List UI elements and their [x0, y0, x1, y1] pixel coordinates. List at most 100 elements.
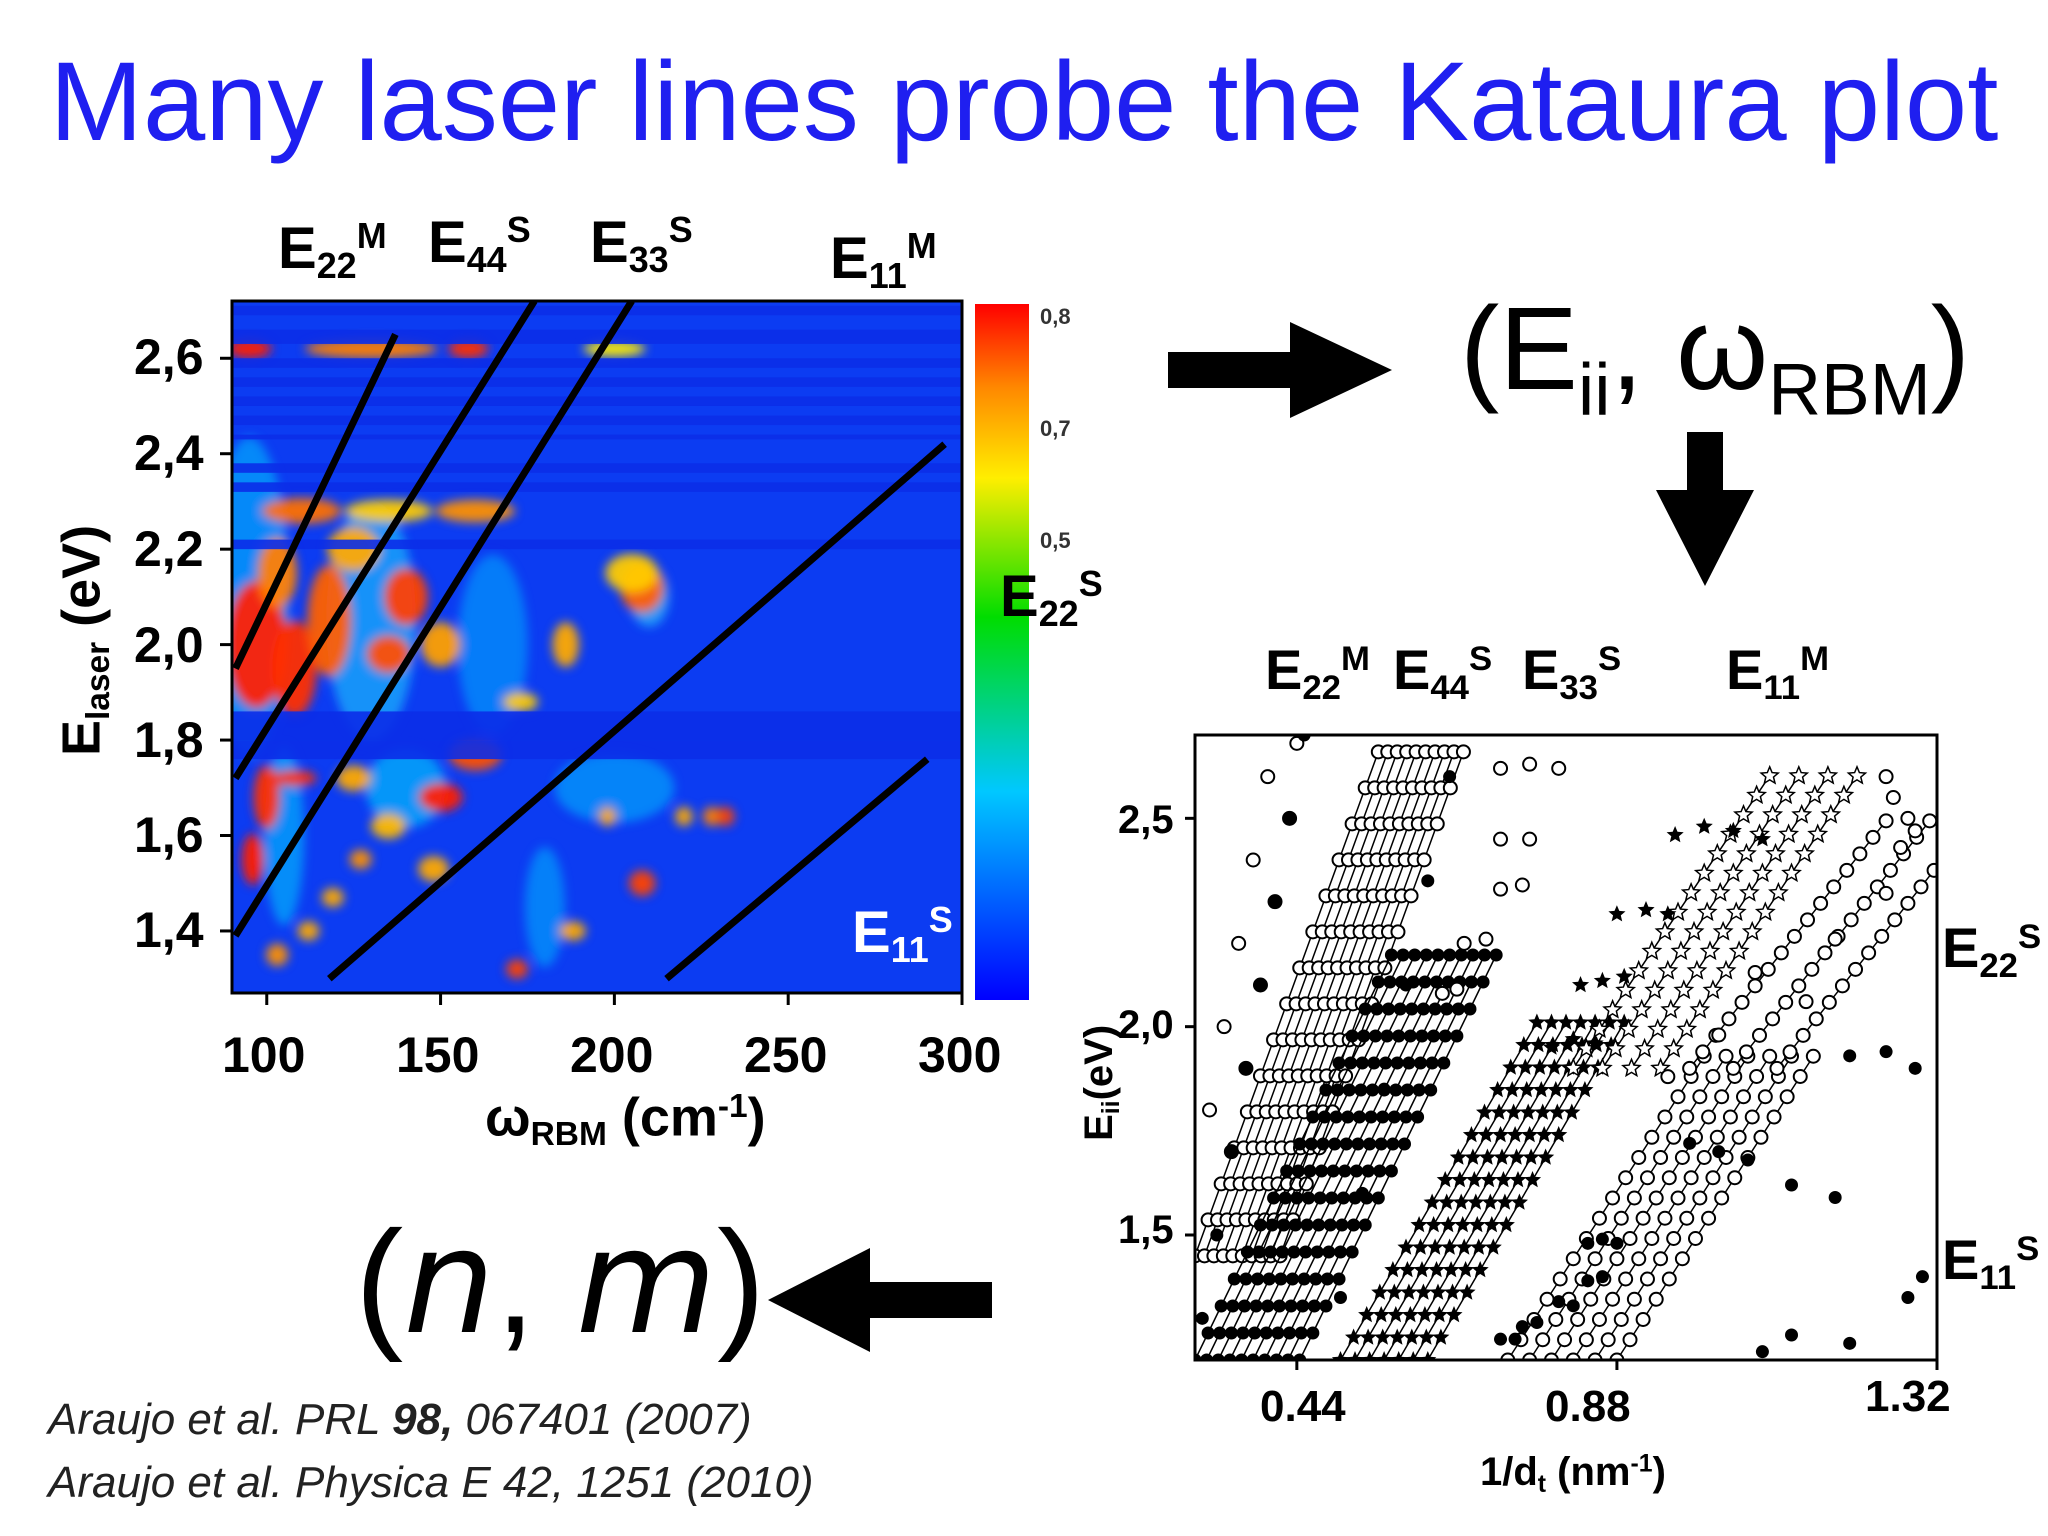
data-point: [1557, 1332, 1573, 1348]
heatmap-hotspot: [272, 770, 317, 787]
data-point: [1428, 1002, 1442, 1016]
data-point: [1445, 1306, 1463, 1323]
data-point: [1372, 1306, 1390, 1323]
data-point: [1674, 1150, 1690, 1165]
heatmap-blur-layer: [232, 339, 735, 979]
data-point: [1558, 1036, 1576, 1053]
data-point: [1680, 881, 1702, 902]
family-branch: [1587, 1048, 1800, 1360]
heatmap-y-tick: 2,0: [134, 617, 204, 673]
data-point: [1421, 874, 1435, 888]
family-branch: [1200, 948, 1410, 1360]
slide-title: Many laser lines probe the Kataura plot: [49, 39, 1999, 164]
data-point: [1248, 1326, 1262, 1340]
laser-gap-stripe: [232, 463, 962, 473]
data-point: [1441, 1238, 1459, 1255]
data-point: [1679, 1210, 1695, 1226]
data-point: [1660, 1069, 1676, 1085]
data-point: [1779, 1089, 1795, 1105]
data-point: [1387, 1110, 1401, 1124]
data-point: [1711, 1027, 1727, 1043]
data-point: [1885, 790, 1901, 805]
data-point: [1284, 1299, 1298, 1313]
data-point: [1449, 981, 1465, 997]
data-point: [1874, 928, 1890, 944]
data-point: [1765, 1011, 1781, 1027]
data-point: [1265, 1218, 1279, 1232]
data-point: [1566, 1299, 1580, 1313]
data-point: [1637, 901, 1655, 918]
data-point: [1878, 885, 1894, 901]
data-point: [1332, 1056, 1346, 1070]
data-point: [1591, 1057, 1613, 1078]
data-point: [1290, 1191, 1304, 1205]
data-point: [1661, 1170, 1677, 1186]
heatmap-hotspot: [336, 765, 372, 792]
data-point: [1532, 1081, 1550, 1098]
data-point: [1820, 803, 1842, 824]
data-point: [1712, 1145, 1726, 1159]
data-point: [1478, 948, 1492, 962]
branch-line: [1252, 954, 1451, 1360]
scatter-x-tick: 0.88: [1545, 1382, 1631, 1431]
heatmap-y-tick: 1,4: [134, 902, 204, 958]
branch-line: [1528, 1055, 1727, 1360]
branch-line: [1275, 954, 1474, 1360]
data-point: [1762, 1048, 1778, 1064]
data-point: [1211, 1353, 1225, 1360]
branch-line: [1368, 1022, 1567, 1360]
data-point: [1542, 1013, 1560, 1030]
data-point: [1807, 823, 1829, 844]
data-point: [1653, 1150, 1669, 1165]
data-point: [1440, 1002, 1454, 1016]
data-point: [1727, 1170, 1743, 1186]
series-e22s-filled: [1683, 1045, 1922, 1204]
data-point: [1213, 1326, 1227, 1340]
data-point: [1505, 1103, 1523, 1120]
data-point: [1674, 1251, 1690, 1267]
family-branch: [1235, 948, 1445, 1360]
data-point: [1329, 1110, 1343, 1124]
data-point: [1224, 1145, 1238, 1159]
data-point: [1402, 1056, 1416, 1070]
data-point: [1429, 1283, 1447, 1300]
data-point: [1718, 1048, 1734, 1064]
data-point: [1500, 1352, 1516, 1360]
scatter-ticks: [1185, 816, 1939, 1370]
data-point: [1856, 895, 1872, 911]
data-point: [1661, 1271, 1677, 1287]
data-point: [1374, 1137, 1388, 1151]
data-point: [1785, 1328, 1799, 1342]
data-point: [1741, 1153, 1755, 1167]
data-point: [1586, 1013, 1604, 1030]
data-point: [1419, 948, 1433, 962]
data-point: [1371, 975, 1385, 989]
data-point: [1788, 764, 1810, 785]
family-branch: [1650, 764, 1868, 1078]
reference-1: Araujo et al. PRL 98, 067401 (2007): [48, 1395, 752, 1444]
data-point: [1253, 1218, 1267, 1232]
data-point: [1285, 1272, 1299, 1286]
data-point: [1663, 1037, 1685, 1058]
data-point: [1262, 1272, 1276, 1286]
data-point: [1576, 1081, 1594, 1098]
branch-line: [1572, 775, 1771, 1069]
data-point: [1635, 1210, 1651, 1226]
data-point: [1666, 1231, 1682, 1246]
data-point: [1489, 948, 1503, 962]
data-point: [1621, 1057, 1642, 1078]
data-point: [1843, 912, 1859, 928]
data-point: [1333, 1245, 1347, 1259]
data-point: [1908, 1061, 1922, 1075]
data-point: [1773, 945, 1789, 961]
data-point: [1239, 1061, 1253, 1075]
data-point: [1644, 979, 1666, 1000]
data-point: [1530, 1316, 1544, 1329]
data-point: [1341, 1110, 1355, 1124]
data-point: [1438, 1029, 1452, 1043]
data-point: [1817, 764, 1839, 785]
data-point: [1237, 1299, 1251, 1313]
branch-line: [1550, 1055, 1749, 1360]
colorbar-tick: 0,5: [1040, 528, 1071, 553]
data-point: [1297, 1272, 1311, 1286]
